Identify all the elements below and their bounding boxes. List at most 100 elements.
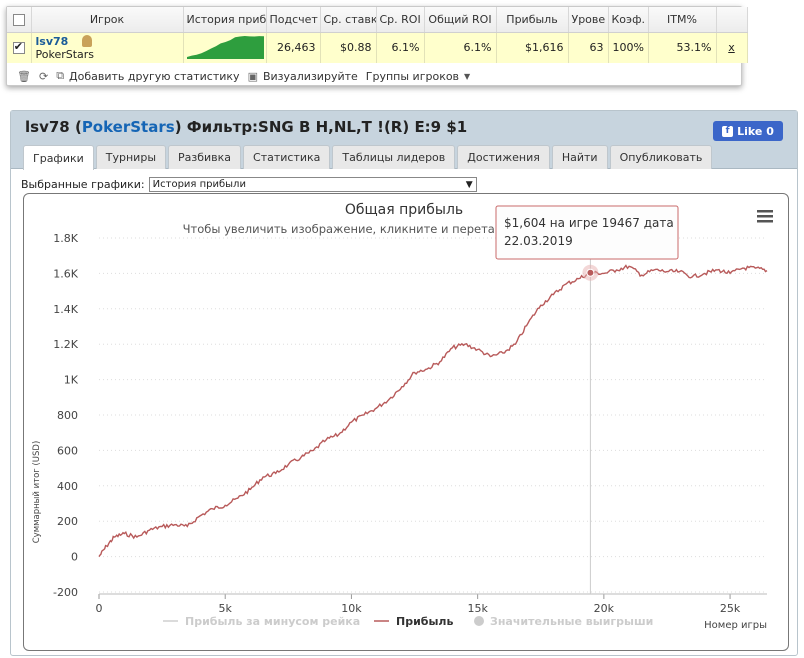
x-axis-ticks: 0 5k 10k 15k 20k 25k — [96, 593, 767, 615]
legend-label-profit: Прибыль — [396, 615, 453, 628]
stats-toolbar: 🗑 ⟳ ⧉ Добавить другую статистику ▣ Визуали… — [17, 67, 470, 85]
panel-header: lsv78 (PokerStars) Фильтр:SNG B H,NL,T !… — [11, 111, 797, 170]
chevron-down-icon: ▼ — [464, 71, 471, 81]
chart-select-label: Выбранные графики: — [21, 178, 145, 191]
chart-title: Общая прибыль — [345, 202, 463, 218]
y-tick-label: 800 — [57, 409, 78, 422]
column-header-itm[interactable]: ITM% — [648, 7, 717, 33]
hover-point[interactable] — [586, 268, 595, 277]
legend-label-rake: Прибыль за минусом рейка — [185, 615, 360, 628]
x-tick-label: 0 — [96, 602, 103, 615]
player-link[interactable]: lsv78 — [35, 34, 69, 48]
tab-achievements[interactable]: Достижения — [457, 145, 550, 169]
x-tick-label: 10k — [341, 602, 362, 615]
profit-history-cell — [183, 32, 267, 63]
chevron-down-icon: ▼ — [465, 179, 473, 190]
facebook-icon: f — [722, 125, 734, 137]
ratio-cell: 100% — [608, 32, 649, 63]
itm-cell: 53.1% — [648, 32, 717, 63]
tab-tournaments[interactable]: Турниры — [95, 145, 167, 169]
tooltip-box — [495, 205, 679, 260]
y-tick-label: 1.4K — [53, 303, 78, 316]
select-all-checkbox-header[interactable] — [7, 7, 32, 33]
count-cell: 26,463 — [266, 32, 321, 63]
y-tick-label: 400 — [57, 480, 78, 493]
y-tick-label: 600 — [57, 444, 78, 457]
sparkline-area — [186, 35, 264, 59]
row-checkbox[interactable] — [12, 40, 25, 54]
add-stats-button[interactable]: ⧉ Добавить другую статистику — [56, 69, 239, 83]
tab-bar: Графики Турниры Разбивка Статистика Табл… — [23, 145, 713, 170]
column-header-level[interactable]: Урове — [568, 7, 609, 33]
main-panel: lsv78 (PokerStars) Фильтр:SNG B H,NL,T !… — [10, 110, 798, 656]
avg-stake-cell: $0.88 — [320, 32, 377, 63]
column-header-total-roi[interactable]: Общий ROI — [424, 7, 497, 33]
x-tick-label: 25k — [720, 602, 741, 615]
column-header-avg-roi[interactable]: Ср. ROI — [376, 7, 425, 33]
x-tick-label: 15k — [467, 602, 488, 615]
chart-frame: -200 0 200 400 600 800 1K 1.2K 1.4K 1.6K 1.8K 0 5k 1… — [23, 193, 789, 651]
y-axis-ticks: -200 0 200 400 600 800 1K 1.2K 1.4K 1.6K 1.8K — [53, 232, 79, 599]
chart-menu-icon[interactable] — [757, 210, 773, 223]
remove-player-link[interactable]: x — [728, 41, 735, 54]
refresh-icon[interactable]: ⟳ — [38, 69, 49, 83]
player-groups-label: Группы игроков — [365, 69, 460, 83]
player-groups-dropdown[interactable]: Группы игроков ▼ — [366, 70, 470, 83]
tooltip-line1: $1,604 на игре 19467 дата — [504, 216, 674, 230]
legend-label-big-wins: Значительные выигрыши — [490, 615, 653, 628]
x-axis-label: Номер игры — [704, 620, 767, 631]
tab-statistics[interactable]: Статистика — [243, 145, 331, 169]
chart-grid — [99, 237, 767, 593]
table-row: lsv78 PokerStars 26,463 $0.88 6.1% 6.1% … — [7, 32, 748, 63]
series-line-profit[interactable] — [98, 264, 768, 557]
remove-cell: x — [716, 32, 748, 63]
add-stats-label: Добавить другую статистику — [69, 69, 240, 83]
legend-item-profit[interactable]: Прибыль — [374, 615, 453, 628]
title-filter: ) Фильтр:SNG B H,NL,T !(R) E:9 $1 — [174, 118, 468, 136]
tab-leaderboards[interactable]: Таблицы лидеров — [332, 145, 456, 169]
level-cell: 63 — [568, 32, 609, 63]
y-axis-label: Суммарный итог (USD) — [32, 441, 42, 544]
player-site: PokerStars — [35, 47, 95, 61]
legend-item-rake[interactable]: Прибыль за минусом рейка — [163, 615, 360, 628]
title-site-link[interactable]: PokerStars — [81, 118, 175, 136]
y-tick-label: 1.8K — [53, 232, 78, 245]
tab-find[interactable]: Найти — [551, 145, 608, 169]
chart-select-row: Выбранные графики: История прибыли ▼ — [21, 177, 477, 192]
page-title: lsv78 (PokerStars) Фильтр:SNG B H,NL,T !… — [25, 118, 467, 136]
facebook-like-button[interactable]: f Like 0 — [713, 121, 783, 141]
chart-select-value: История прибыли — [152, 179, 246, 190]
rank-badge-icon — [82, 34, 93, 47]
y-tick-label: 1.6K — [53, 267, 78, 280]
profit-sparkline[interactable] — [186, 34, 264, 59]
player-stats-card: Игрок История прибы Подсчет Ср. ставк Ср… — [6, 6, 748, 86]
title-player: lsv78 ( — [25, 118, 82, 136]
select-all-checkbox[interactable] — [12, 13, 25, 26]
chart-select[interactable]: История прибыли ▼ — [148, 177, 477, 192]
column-header-profit[interactable]: Прибыль — [496, 7, 569, 33]
visualize-button[interactable]: ▣ Визуализируйте — [248, 70, 358, 83]
profit-chart[interactable]: -200 0 200 400 600 800 1K 1.2K 1.4K 1.6K 1.8K 0 5k 1… — [24, 194, 788, 650]
column-header-remove — [716, 7, 748, 33]
column-header-profit-history[interactable]: История прибы — [183, 7, 267, 33]
row-checkbox-cell[interactable] — [7, 32, 32, 63]
column-header-player[interactable]: Игрок — [31, 7, 184, 33]
y-tick-label: 0 — [71, 551, 78, 564]
x-tick-label: 5k — [219, 602, 233, 615]
tab-breakdown[interactable]: Разбивка — [168, 145, 242, 169]
legend-item-big-wins[interactable]: Значительные выигрыши — [474, 615, 653, 628]
trash-icon[interactable]: 🗑 — [17, 69, 31, 83]
column-header-count[interactable]: Подсчет — [266, 7, 321, 33]
column-header-ratio[interactable]: Коэф. — [608, 7, 649, 33]
y-tick-label: 1K — [64, 374, 79, 387]
tab-publish[interactable]: Опубликовать — [609, 145, 713, 169]
profit-cell: $1,616 — [496, 32, 569, 63]
chart-legend: Прибыль за минусом рейка Прибыль Значите… — [163, 615, 653, 628]
tab-charts[interactable]: Графики — [23, 145, 94, 170]
avg-roi-cell: 6.1% — [376, 32, 425, 63]
column-header-avg-stake[interactable]: Ср. ставк — [320, 7, 377, 33]
image-icon: ▣ — [247, 69, 258, 83]
player-stats-table: Игрок История прибы Подсчет Ср. ставк Ср… — [7, 7, 748, 63]
total-roi-cell: 6.1% — [424, 32, 497, 63]
chart-tooltip: $1,604 на игре 19467 дата 22.03.2019 — [495, 205, 679, 260]
